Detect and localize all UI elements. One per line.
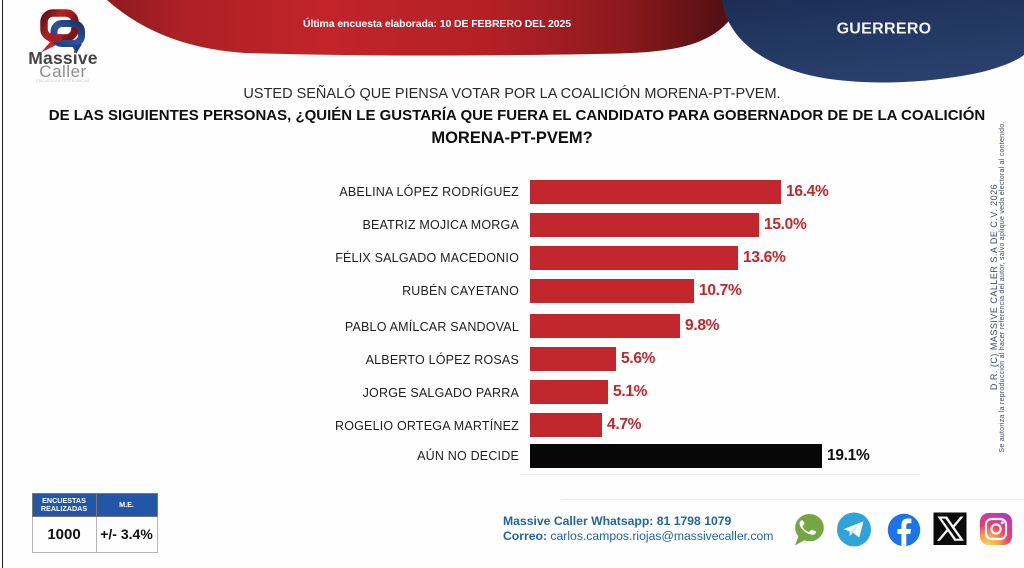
svg-text:GUERRERO: GUERRERO (837, 21, 932, 38)
svg-text:Última encuesta elaborada: 10: Última encuesta elaborada: 10 DE FEBRERO… (303, 17, 571, 30)
